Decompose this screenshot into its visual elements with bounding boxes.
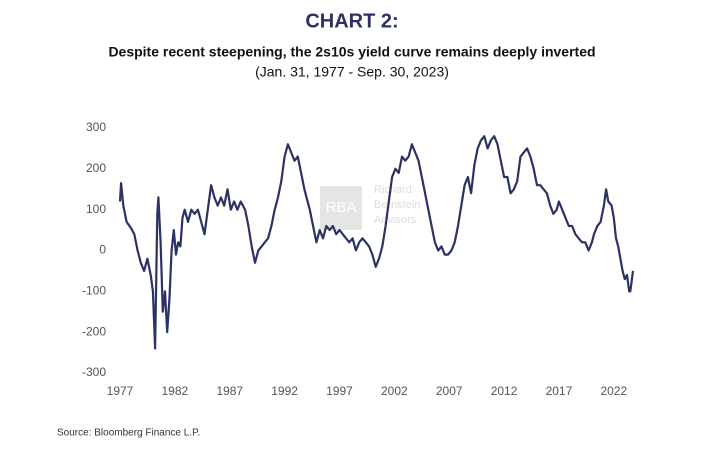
watermark-text: Richard <box>374 184 412 196</box>
y-tick-label: 0 <box>99 243 106 257</box>
watermark: RBA Richard Bernstein Advisors <box>320 184 420 230</box>
chart-title: CHART 2: <box>305 10 398 32</box>
data-line <box>118 135 635 350</box>
x-tick-label: 2022 <box>600 384 627 398</box>
chart-subtitle: Despite recent steepening, the 2s10s yie… <box>108 44 595 60</box>
watermark-box <box>320 186 362 230</box>
x-tick-label: 2017 <box>546 384 573 398</box>
source: Source: Bloomberg Finance L.P. <box>57 428 200 439</box>
x-tick-label: 1982 <box>162 384 189 398</box>
y-tick-label: -300 <box>82 365 106 379</box>
y-tick-label: 100 <box>86 202 106 216</box>
watermark-text: Bernstein <box>374 199 420 211</box>
y-tick-label: -200 <box>82 324 106 338</box>
x-tick-label: 1987 <box>216 384 243 398</box>
y-tick-label: -100 <box>82 284 106 298</box>
x-tick-label: 1977 <box>107 384 134 398</box>
x-tick-label: 1997 <box>326 384 353 398</box>
y-tick-label: 300 <box>86 120 106 134</box>
date-range: (Jan. 31, 1977 - Sep. 30, 2023) <box>255 64 449 80</box>
watermark-text: RBA <box>326 199 357 216</box>
watermark-text: Advisors <box>374 214 417 226</box>
y-tick-label: 200 <box>86 161 106 175</box>
x-tick-label: 2002 <box>381 384 408 398</box>
x-tick-label: 2007 <box>436 384 463 398</box>
x-tick-label: 1992 <box>271 384 298 398</box>
x-tick-label: 2012 <box>491 384 518 398</box>
